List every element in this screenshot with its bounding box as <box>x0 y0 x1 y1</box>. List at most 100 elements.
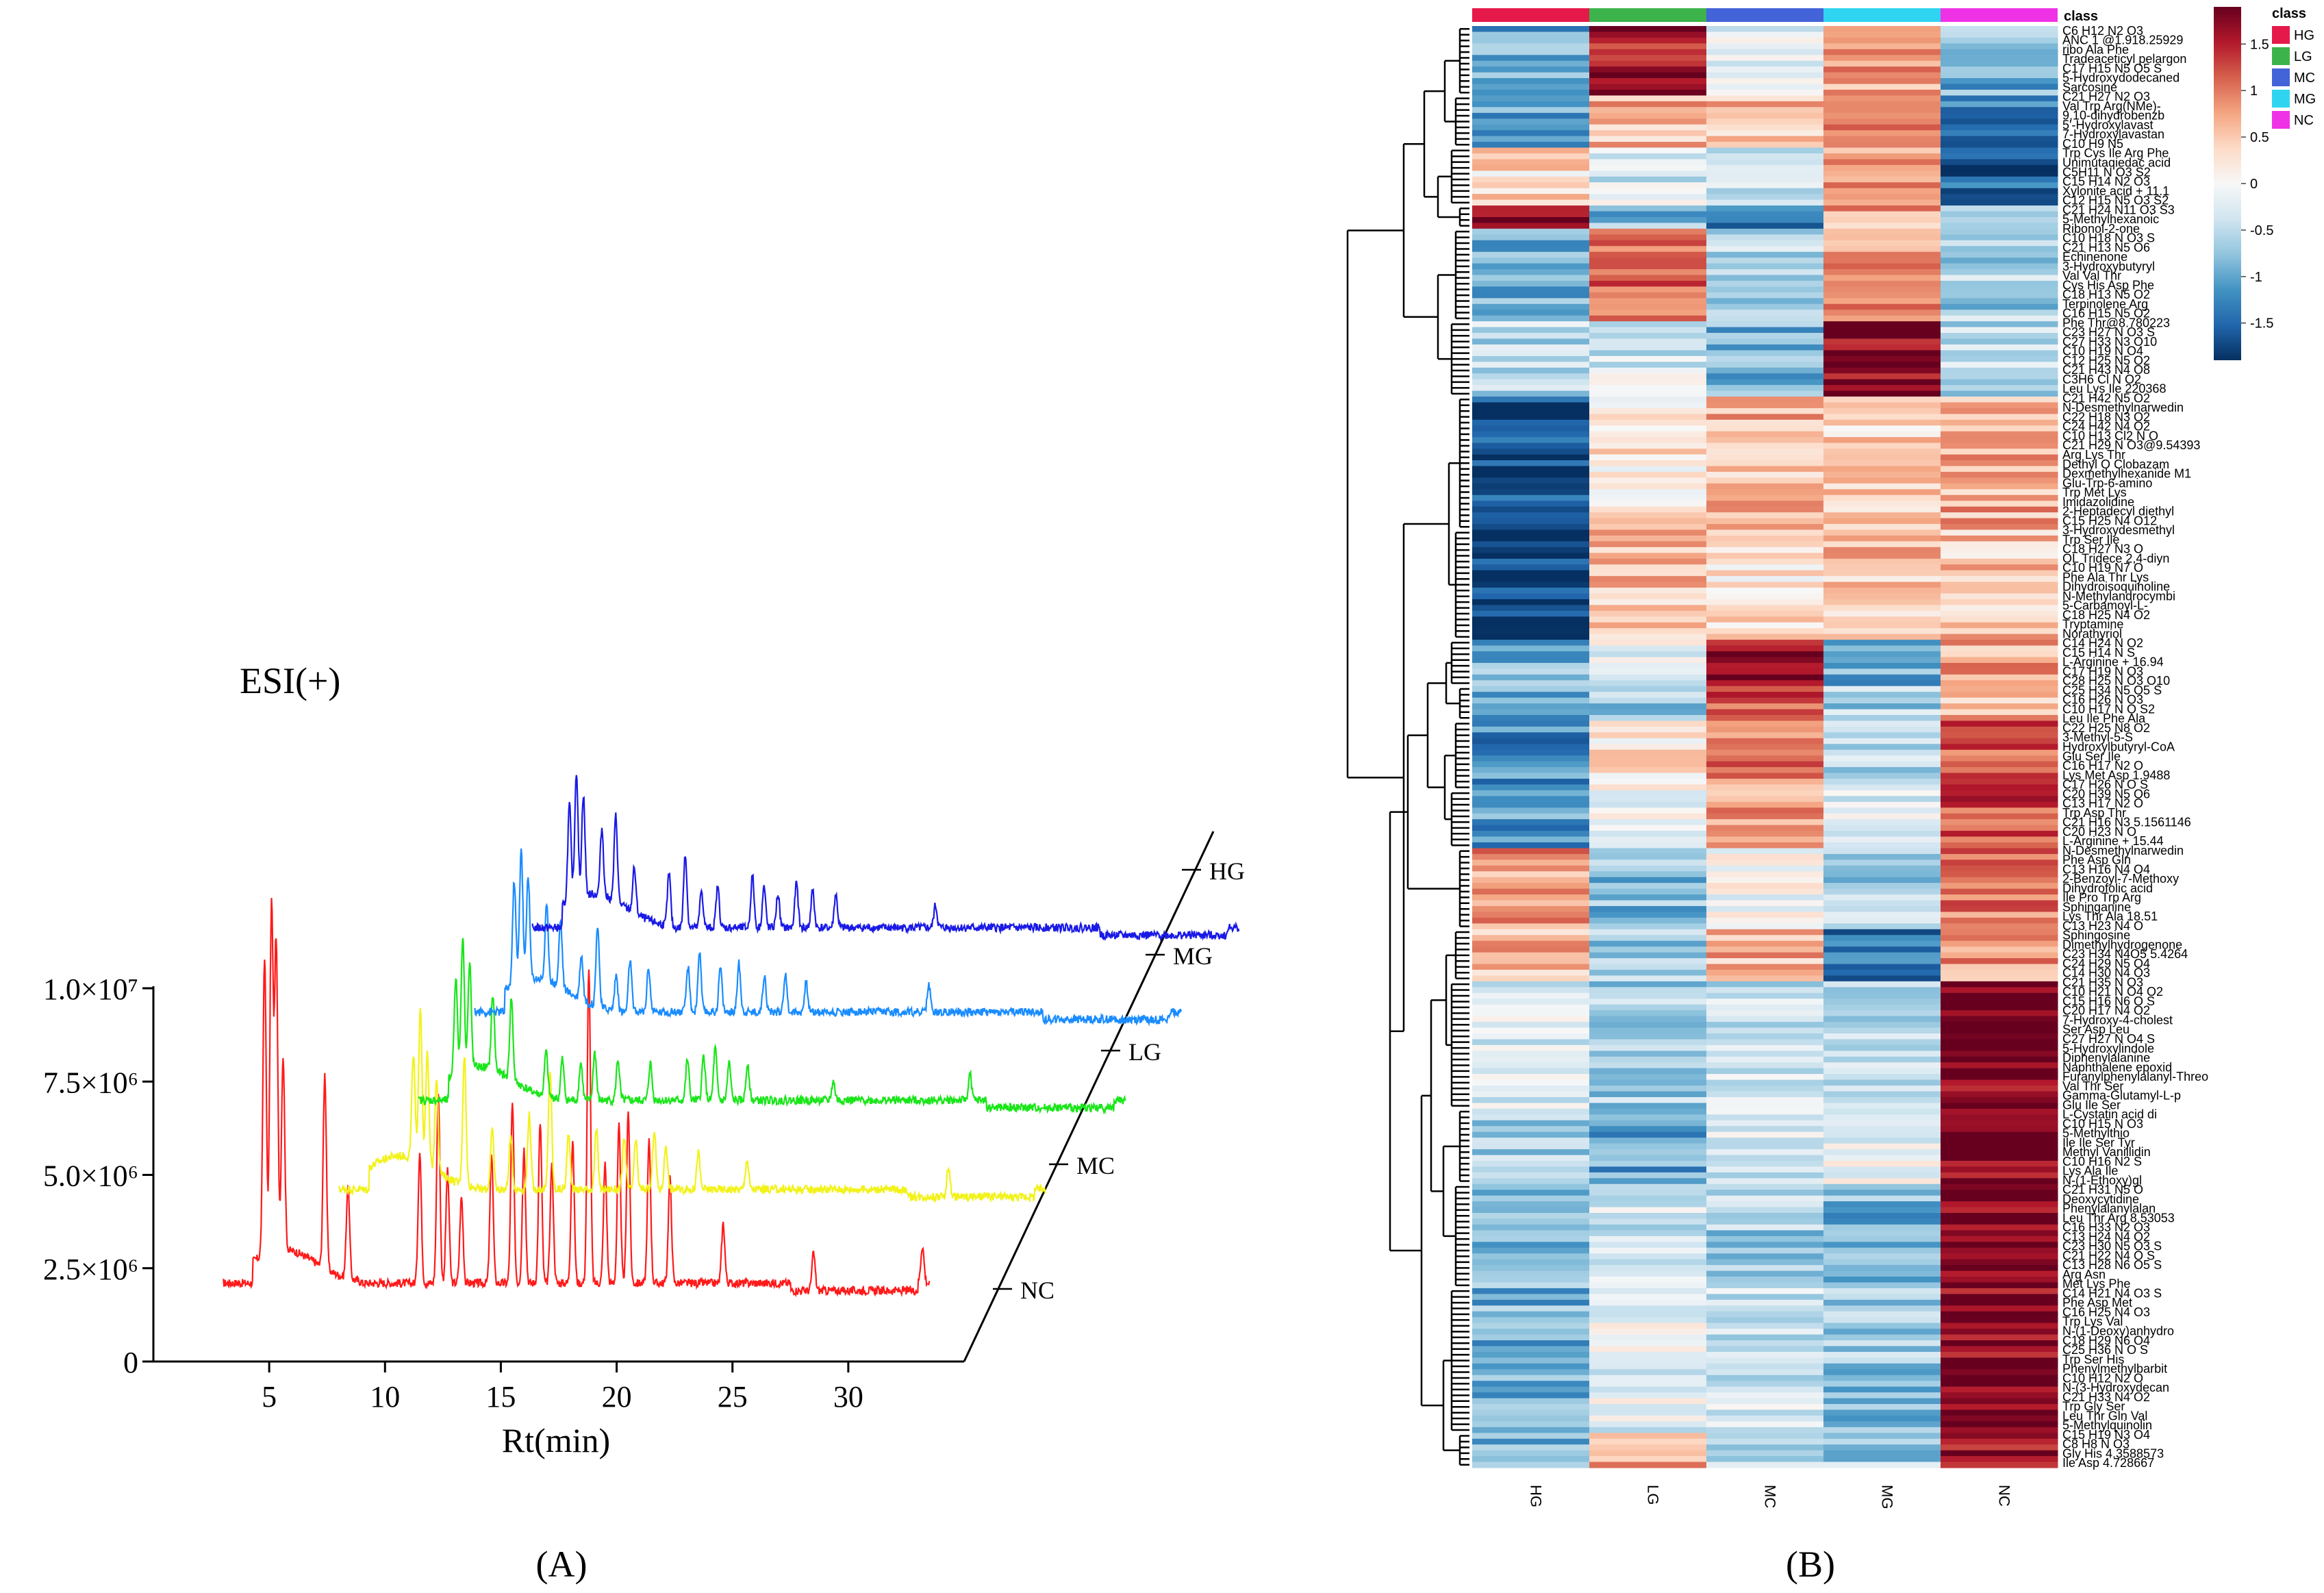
heatmap-cell <box>1589 680 1707 687</box>
row-label: Arg Lys Thr <box>2062 448 2125 462</box>
heatmap-cell <box>1823 37 1941 44</box>
heatmap-cell <box>1589 1160 1707 1167</box>
row-label: Phenylalanylalan <box>2062 1202 2156 1216</box>
colorbar-tick-label: 0 <box>2250 177 2258 192</box>
heatmap-cell <box>1706 1218 1824 1225</box>
heatmap-cell <box>1472 419 1590 426</box>
heatmap-cell <box>1472 1381 1590 1388</box>
heatmap-cell <box>1941 1091 2058 1098</box>
heatmap-cell <box>1472 1433 1590 1440</box>
heatmap-cell <box>1941 1294 2058 1301</box>
heatmap-cell <box>1589 1166 1707 1173</box>
heatmap-cell <box>1706 992 1824 999</box>
heatmap-cell <box>1823 379 1941 386</box>
heatmap-cell <box>1941 1051 2058 1057</box>
heatmap-cell <box>1823 84 1941 90</box>
heatmap-cell <box>1706 900 1824 907</box>
heatmap-cell <box>1706 246 1824 253</box>
heatmap-cell <box>1472 912 1590 918</box>
trace-label-nc: NC <box>1020 1277 1054 1304</box>
heatmap-cell <box>1941 831 2058 838</box>
heatmap-cell <box>1706 1207 1824 1214</box>
heatmap-cell <box>1589 310 1707 316</box>
heatmap-cell <box>1823 402 1941 409</box>
heatmap-cell <box>1823 112 1941 119</box>
heatmap-cell <box>1589 130 1707 137</box>
heatmap-cell <box>1706 310 1824 316</box>
heatmap-cell <box>1706 946 1824 953</box>
heatmap-cell <box>1706 1357 1824 1364</box>
heatmap-cell <box>1941 628 2058 635</box>
heatmap-cell <box>1941 738 2058 744</box>
heatmap-cell <box>1472 779 1590 786</box>
heatmap-cell <box>1941 130 2058 137</box>
heatmap-cell <box>1589 350 1707 357</box>
heatmap-cell <box>1823 1091 1941 1098</box>
heatmap-cell <box>1472 888 1590 895</box>
heatmap-cell <box>1941 1357 2058 1364</box>
heatmap-cell <box>1823 442 1941 449</box>
heatmap-cell <box>1706 501 1824 507</box>
heatmap-cell <box>1706 1172 1824 1179</box>
row-label: 2-Benzoyl-7-Methoxy <box>2062 872 2179 886</box>
heatmap-cell <box>1589 686 1707 692</box>
heatmap-cell <box>1706 1114 1824 1121</box>
heatmap-cell <box>1823 362 1941 368</box>
heatmap-cell <box>1589 547 1707 553</box>
heatmap-cell <box>1706 130 1824 137</box>
heatmap-cell <box>1589 275 1707 281</box>
heatmap-cell <box>1941 1004 2058 1011</box>
heatmap-cell <box>1941 801 2058 808</box>
heatmap-cell <box>1823 211 1941 218</box>
heatmap-cell <box>1941 159 2058 166</box>
heatmap-cell <box>1823 95 1941 102</box>
heatmap-cell <box>1472 715 1590 722</box>
heatmap-cell <box>1472 223 1590 229</box>
heatmap-cell <box>1472 49 1590 55</box>
heatmap-cell <box>1589 1462 1707 1468</box>
heatmap-cell <box>1706 1270 1824 1277</box>
heatmap-cell <box>1706 240 1824 247</box>
heatmap-cell <box>1472 1207 1590 1214</box>
heatmap-cell <box>1823 494 1941 501</box>
heatmap-cell <box>1589 419 1707 426</box>
heatmap-cell <box>1941 1369 2058 1376</box>
heatmap-cell <box>1823 524 1941 531</box>
row-label: C21 H27 N2 O3 <box>2062 90 2150 103</box>
heatmap-cell <box>1706 1421 1824 1428</box>
heatmap-cell <box>1589 385 1707 392</box>
x-tick-label: 15 <box>485 1380 516 1414</box>
heatmap-cell <box>1589 78 1707 85</box>
heatmap-cell <box>1823 819 1941 826</box>
colorbar-tick-label: 1.5 <box>2250 37 2269 52</box>
row-label: C3H6 Cl N O2 <box>2062 373 2141 386</box>
heatmap-cell <box>1823 223 1941 229</box>
row-label: Sarcosine <box>2062 80 2117 94</box>
heatmap-cell <box>1941 460 2058 467</box>
heatmap-cell <box>1706 1183 1824 1190</box>
heatmap-cell <box>1589 379 1707 386</box>
heatmap-cell <box>1472 524 1590 531</box>
heatmap-cell <box>1472 1363 1590 1370</box>
heatmap-cell <box>1472 483 1590 490</box>
heatmap-cell <box>1472 651 1590 658</box>
heatmap-cell <box>1706 692 1824 699</box>
heatmap-cell <box>1823 749 1941 756</box>
heatmap-cell <box>1706 153 1824 160</box>
heatmap-cell <box>1706 1322 1824 1329</box>
heatmap-cell <box>1706 1149 1824 1156</box>
heatmap-cell <box>1472 1242 1590 1249</box>
heatmap-cell <box>1941 489 2058 496</box>
heatmap-cell <box>1941 1213 2058 1220</box>
class-legend-swatch-mc <box>2272 68 2290 86</box>
heatmap-cell <box>1823 888 1941 895</box>
row-label: C25 H36 N O S <box>2062 1343 2148 1357</box>
heatmap-cell <box>1706 1282 1824 1289</box>
heatmap-cell <box>1472 466 1590 473</box>
heatmap-cell <box>1589 1265 1707 1272</box>
heatmap-cell <box>1472 205 1590 212</box>
heatmap-cell <box>1941 379 2058 386</box>
heatmap-cell <box>1941 917 2058 924</box>
heatmap-cell <box>1941 66 2058 73</box>
heatmap-cell <box>1472 1398 1590 1405</box>
